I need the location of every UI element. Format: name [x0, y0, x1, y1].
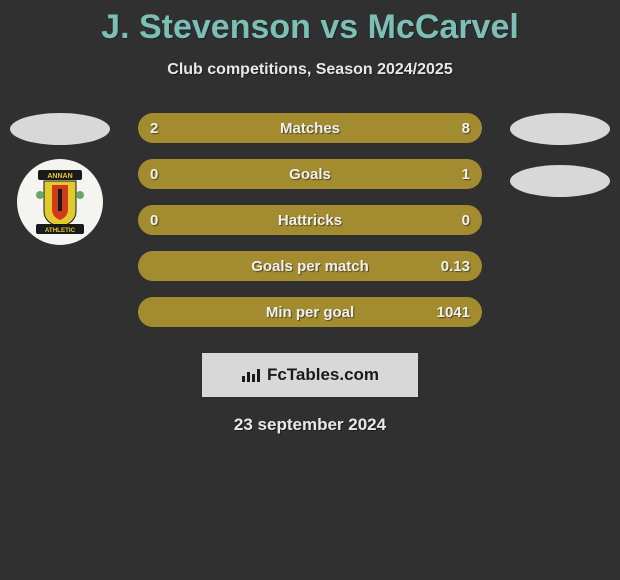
comparison-container: ANNAN ATHLETIC 28Matches 01Goals 00Hattric…: [0, 113, 620, 327]
stat-bar: 0.13Goals per match: [138, 251, 482, 281]
club-badge-left: ANNAN ATHLETIC: [17, 159, 103, 245]
svg-text:ATHLETIC: ATHLETIC: [45, 227, 76, 234]
footer-date: 23 september 2024: [0, 415, 620, 435]
stat-label: Hattricks: [138, 212, 482, 229]
stat-bar: 28Matches: [138, 113, 482, 143]
stat-bar: 1041Min per goal: [138, 297, 482, 327]
stat-label: Goals per match: [138, 258, 482, 275]
club-badge-placeholder: [510, 165, 610, 197]
stat-label: Goals: [138, 166, 482, 183]
page-title: J. Stevenson vs McCarvel: [0, 0, 620, 47]
bar-chart-icon: [241, 367, 261, 383]
brand-label: FcTables.com: [267, 365, 379, 385]
stat-bar: 00Hattricks: [138, 205, 482, 235]
brand-box: FcTables.com: [202, 353, 418, 397]
left-player-column: ANNAN ATHLETIC: [8, 113, 112, 245]
right-player-column: [508, 113, 612, 197]
player-photo-placeholder: [10, 113, 110, 145]
page-subtitle: Club competitions, Season 2024/2025: [0, 61, 620, 79]
svg-text:ANNAN: ANNAN: [47, 173, 72, 180]
stat-bar: 01Goals: [138, 159, 482, 189]
player-photo-placeholder: [510, 113, 610, 145]
annan-athletic-crest-icon: ANNAN ATHLETIC: [30, 167, 90, 237]
stat-label: Min per goal: [138, 304, 482, 321]
stat-bars: 28Matches 01Goals 00Hattricks 0.13Goals per…: [138, 113, 482, 327]
stat-label: Matches: [138, 120, 482, 137]
